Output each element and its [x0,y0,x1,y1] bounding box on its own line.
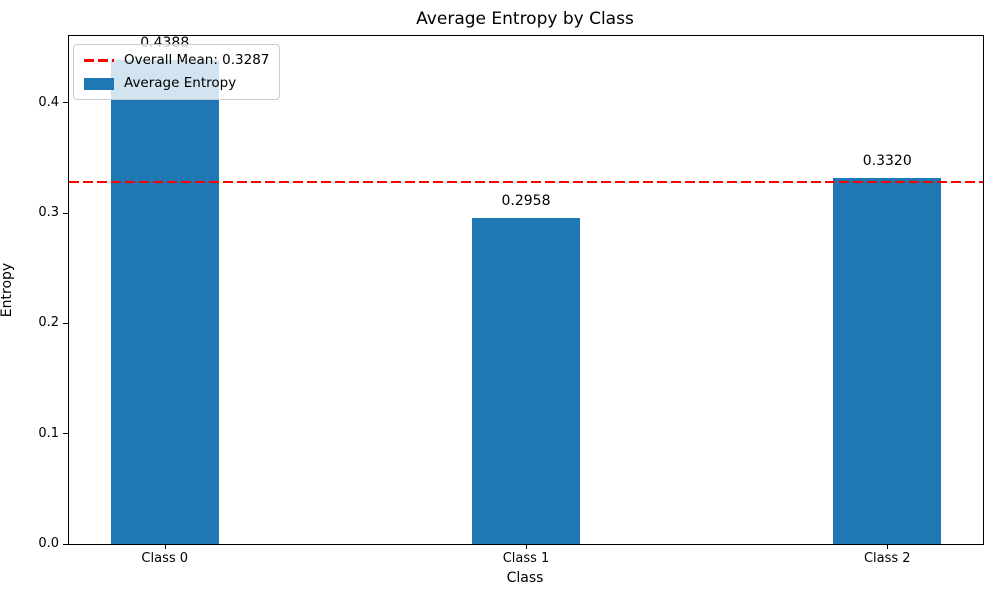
legend-entry-overall-mean: Overall Mean: 0.3287 [84,52,269,69]
y-tick-label: 0.3 [38,205,59,221]
x-tick-label: Class 2 [863,551,911,566]
y-tick-label: 0.0 [38,536,59,551]
plot-area: Overall Mean: 0.3287 Average Entropy 0.4… [38,35,984,566]
bar-class-2 [833,177,942,544]
y-tick-mark [63,543,68,545]
legend-entry-average-entropy: Average Entropy [84,75,269,92]
chart-title: Average Entropy by Class [416,9,634,29]
y-tick-mark [63,433,68,435]
y-tick-mark [63,212,68,214]
x-tick-mark [526,544,527,549]
bar-class-0 [110,60,219,544]
y-tick-label: 0.1 [38,425,59,441]
x-tick-label: Class 0 [141,551,189,566]
y-tick-mark [63,102,68,104]
y-tick-label: 0.4 [38,94,59,110]
x-tick-mark [887,544,889,549]
bar-value-label: 0.3320 [862,152,912,169]
dashed-line-icon [84,59,114,62]
x-tick-mark [164,544,166,549]
legend-label-overall-mean: Overall Mean: 0.3287 [124,52,270,68]
bar-class-1 [471,217,581,544]
y-axis-label: Entropy [0,262,15,318]
overall-mean-line [69,180,983,183]
y-tick-label: 0.2 [38,315,59,331]
legend: Overall Mean: 0.3287 Average Entropy [73,44,281,100]
legend-label-average-entropy: Average Entropy [124,75,237,91]
bar-value-label: 0.2958 [501,192,551,209]
x-tick-label: Class 1 [502,551,550,566]
bar-swatch-icon [84,77,114,90]
x-axis-label: Class [506,570,544,586]
y-tick-mark [63,322,68,324]
